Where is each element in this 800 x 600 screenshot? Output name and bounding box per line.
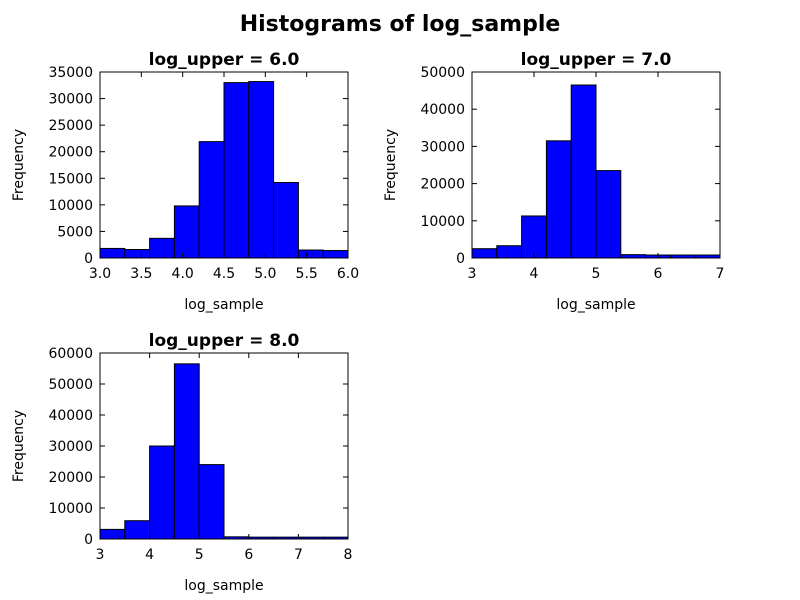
histogram-panel-1: 3.0 3.5 4.0 4.5 5.0 5.5 6.0 0 5000 10000 15000 2000…: [11, 50, 359, 313]
histogram-bar: [173, 363, 200, 540]
y-tick-label: 50000: [420, 65, 465, 81]
y-tick-label: 30000: [420, 139, 465, 155]
x-tick-label: 3.5: [130, 266, 152, 282]
histogram-bar: [99, 528, 126, 540]
y-axis-label: Frequency: [383, 129, 399, 201]
x-tick-label: 3: [468, 266, 477, 282]
histogram-bar: [570, 84, 597, 259]
histogram-bar: [248, 81, 275, 259]
y-tick-label: 50000: [48, 377, 93, 393]
y-axis-label: Frequency: [11, 410, 27, 482]
histogram-bar: [198, 141, 225, 259]
x-tick-label: 5.5: [296, 266, 318, 282]
y-tick-label: 0: [84, 251, 93, 267]
figure-title: Histograms of log_sample: [240, 12, 561, 37]
x-tick-label: 4: [145, 547, 154, 563]
x-tick-label: 3: [96, 547, 105, 563]
histogram-bar: [223, 82, 250, 259]
x-tick-label: 7: [716, 266, 725, 282]
histogram-panel-2: 3 4 5 6 7 0 10000 20000 30000 40000 50000 log_upper…: [383, 50, 724, 313]
x-tick-label: 7: [294, 547, 303, 563]
histogram-bar: [124, 248, 151, 259]
y-tick-label: 40000: [420, 102, 465, 118]
histogram-bar: [545, 140, 572, 259]
y-tick-label: 0: [84, 532, 93, 548]
y-tick-label: 5000: [57, 224, 93, 240]
x-tick-label: 6.0: [337, 266, 359, 282]
panel-title: log_upper = 8.0: [149, 331, 300, 351]
y-tick-label: 10000: [48, 198, 93, 214]
histogram-bar: [124, 520, 151, 540]
panels: 3.0 3.5 4.0 4.5 5.0 5.5 6.0 0 5000 10000 15000 2000…: [11, 50, 724, 594]
x-tick-label: 6: [244, 547, 253, 563]
x-tick-label: 3.0: [89, 266, 111, 282]
x-tick-label: 8: [344, 547, 353, 563]
histogram-bar: [496, 245, 523, 259]
y-tick-label: 10000: [48, 501, 93, 517]
histogram-bar: [273, 182, 299, 259]
y-tick-label: 30000: [48, 439, 93, 455]
histogram-bar: [322, 250, 349, 259]
histogram-bar: [173, 205, 200, 259]
histogram-bar: [297, 249, 324, 259]
y-tick-label: 10000: [420, 214, 465, 230]
y-tick-label: 35000: [48, 65, 93, 81]
y-tick-label: 20000: [48, 470, 93, 486]
panel-title: log_upper = 6.0: [149, 50, 300, 70]
x-tick-label: 4: [530, 266, 539, 282]
histogram-bar: [521, 215, 547, 259]
x-axis-label: log_sample: [556, 297, 635, 313]
histogram-bar: [471, 248, 498, 259]
x-axis-label: log_sample: [184, 297, 263, 313]
histogram-bar: [198, 464, 225, 540]
histogram-bar: [595, 170, 622, 259]
x-tick-label: 5: [195, 547, 204, 563]
y-axis-label: Frequency: [11, 129, 27, 201]
y-tick-label: 20000: [48, 145, 93, 161]
y-tick-label: 25000: [48, 118, 93, 134]
y-tick-label: 20000: [420, 177, 465, 193]
histogram-bar: [149, 237, 175, 259]
y-tick-label: 15000: [48, 171, 93, 187]
y-tick-label: 60000: [48, 346, 93, 362]
y-tick-label: 40000: [48, 408, 93, 424]
x-tick-label: 6: [654, 266, 663, 282]
histogram-bar: [99, 247, 126, 259]
y-tick-label: 30000: [48, 92, 93, 108]
y-tick-label: 0: [456, 251, 465, 267]
x-tick-label: 4.0: [172, 266, 194, 282]
x-tick-label: 5: [592, 266, 601, 282]
x-tick-label: 5.0: [254, 266, 276, 282]
histogram-bar: [620, 254, 647, 259]
x-axis-label: log_sample: [184, 578, 263, 594]
x-tick-label: 4.5: [213, 266, 235, 282]
histogram-bar: [149, 445, 175, 540]
histogram-panel-3: 3 4 5 6 7 8 0 10000 20000 30000 40000 50000 60000 log…: [11, 331, 352, 594]
panel-title: log_upper = 7.0: [521, 50, 672, 70]
